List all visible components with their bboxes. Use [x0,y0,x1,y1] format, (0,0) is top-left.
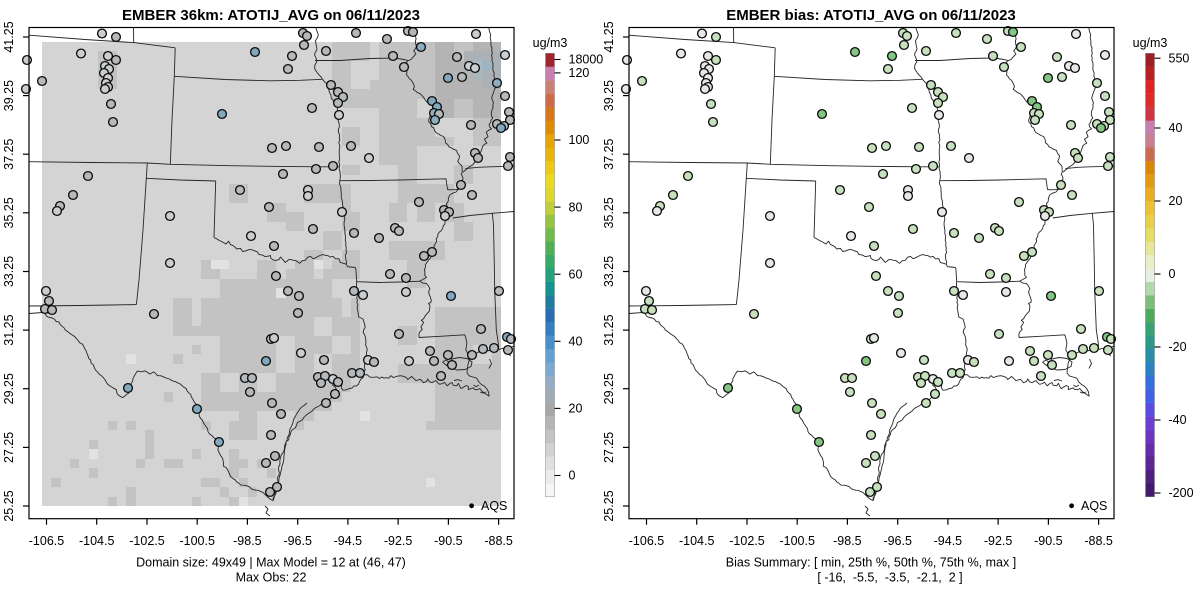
svg-text:[ -16, -5.5, -3.5, -2.1, 2: [ -16, -5.5, -3.5, -2.1, 2 ] [817,571,962,585]
svg-text:27.25: 27.25 [2,432,16,463]
svg-text:25.25: 25.25 [602,490,616,521]
svg-text:39.25: 39.25 [2,80,16,111]
svg-text:0: 0 [569,469,576,483]
svg-text:-98.5: -98.5 [833,534,862,548]
svg-text:41.25: 41.25 [2,21,16,52]
svg-text:40: 40 [569,335,583,349]
svg-text:-92.5: -92.5 [984,534,1013,548]
svg-text:550: 550 [1169,51,1190,65]
svg-text:39.25: 39.25 [602,80,616,111]
svg-text:-200: -200 [1169,486,1194,500]
svg-text:Max Obs: 22: Max Obs: 22 [236,571,307,585]
svg-text:37.25: 37.25 [602,139,616,170]
svg-text:-94.5: -94.5 [334,534,363,548]
svg-text:EMBER bias: ATOTIJ_AVG on 06/1: EMBER bias: ATOTIJ_AVG on 06/11/2023 [726,7,1016,24]
svg-text:-40: -40 [1169,413,1187,427]
svg-text:-106.5: -106.5 [29,534,64,548]
svg-text:ug/m3: ug/m3 [533,36,568,50]
svg-text:-90.5: -90.5 [434,534,463,548]
svg-text:Bias Summary: [ min, 25th %, 5: Bias Summary: [ min, 25th %, 50th %, 75t… [726,556,1016,570]
svg-text:35.25: 35.25 [2,197,16,228]
svg-text:-96.5: -96.5 [283,534,312,548]
svg-text:-88.5: -88.5 [484,534,513,548]
svg-text:18000: 18000 [569,53,604,67]
svg-text:20: 20 [1169,194,1183,208]
svg-text:0: 0 [1169,267,1176,281]
svg-text:33.25: 33.25 [2,256,16,287]
svg-text:100: 100 [569,133,590,147]
svg-text:-104.5: -104.5 [679,534,714,548]
svg-text:EMBER 36km: ATOTIJ_AVG on 06/1: EMBER 36km: ATOTIJ_AVG on 06/11/2023 [122,7,420,24]
svg-text:AQS: AQS [481,499,507,513]
svg-text:-104.5: -104.5 [79,534,114,548]
svg-text:-92.5: -92.5 [384,534,413,548]
svg-text:-100.5: -100.5 [779,534,814,548]
svg-text:31.25: 31.25 [2,314,16,345]
svg-text:-102.5: -102.5 [129,534,164,548]
svg-text:31.25: 31.25 [602,314,616,345]
svg-text:29.25: 29.25 [602,373,616,404]
svg-text:20: 20 [569,402,583,416]
svg-text:-88.5: -88.5 [1084,534,1113,548]
svg-text:33.25: 33.25 [602,256,616,287]
svg-text:41.25: 41.25 [602,21,616,52]
svg-text:-96.5: -96.5 [883,534,912,548]
svg-text:40: 40 [1169,121,1183,135]
svg-text:-102.5: -102.5 [729,534,764,548]
svg-text:27.25: 27.25 [602,432,616,463]
svg-text:80: 80 [569,200,583,214]
svg-text:-94.5: -94.5 [934,534,963,548]
svg-text:-98.5: -98.5 [233,534,262,548]
svg-text:-106.5: -106.5 [629,534,664,548]
svg-text:AQS: AQS [1081,499,1107,513]
svg-text:-20: -20 [1169,340,1187,354]
svg-text:-90.5: -90.5 [1034,534,1063,548]
svg-text:-100.5: -100.5 [179,534,214,548]
svg-text:60: 60 [569,267,583,281]
svg-text:35.25: 35.25 [602,197,616,228]
svg-text:120: 120 [569,66,590,80]
svg-text:29.25: 29.25 [2,373,16,404]
svg-text:25.25: 25.25 [2,490,16,521]
svg-text:ug/m3: ug/m3 [1133,36,1168,50]
svg-text:37.25: 37.25 [2,139,16,170]
svg-text:Domain size: 49x49 | Max Model: Domain size: 49x49 | Max Model = 12 at (… [136,556,406,570]
